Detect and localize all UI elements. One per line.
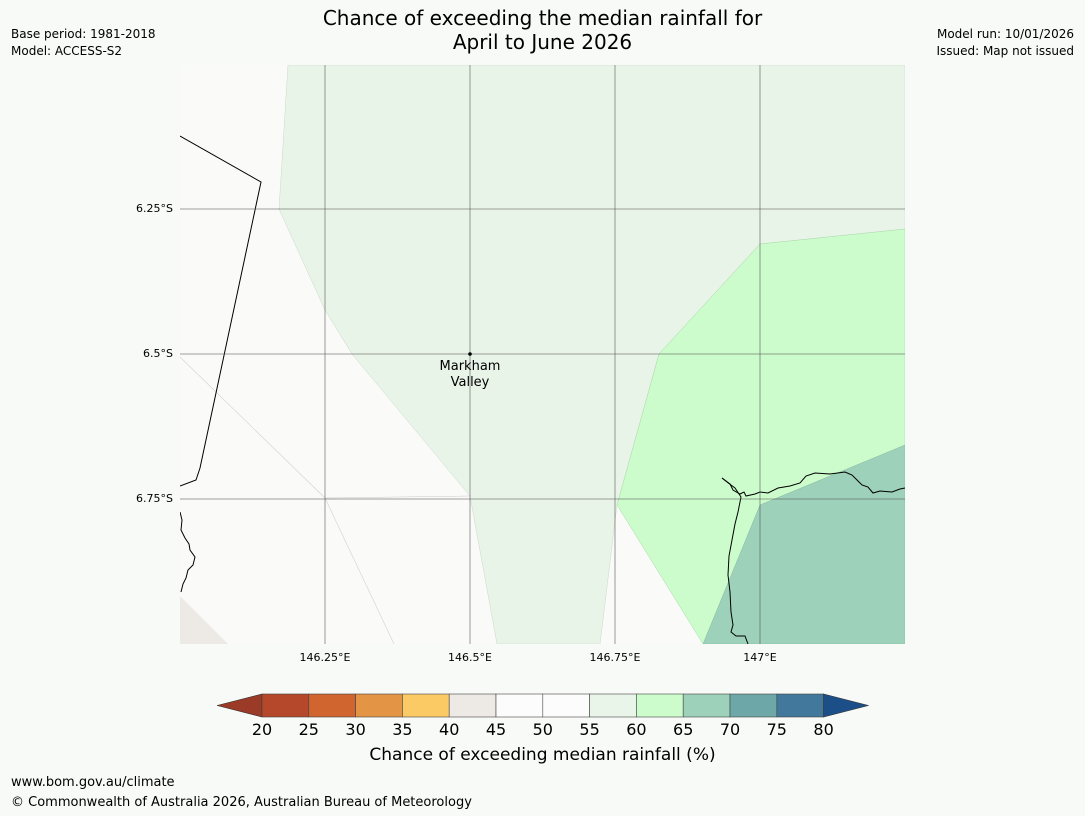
colorbar-segment-35-40 bbox=[402, 693, 450, 718]
colorbar-tick-80: 80 bbox=[813, 720, 834, 739]
footer-url[interactable]: www.bom.gov.au/climate bbox=[11, 775, 175, 790]
place-label-line-2: Valley bbox=[450, 375, 490, 390]
colorbar-label: Chance of exceeding median rainfall (%) bbox=[369, 745, 716, 765]
place-label-markham-valley: Markham Valley bbox=[440, 359, 501, 391]
meta-right: Model run: 10/01/2026 Issued: Map not is… bbox=[936, 26, 1074, 60]
colorbar-tick-75: 75 bbox=[766, 720, 787, 739]
footer-copyright: © Commonwealth of Australia 2026, Austra… bbox=[11, 795, 472, 810]
colorbar-segment-60-65 bbox=[636, 693, 684, 718]
colorbar-segment-50-55 bbox=[542, 693, 590, 718]
colorbar-tick-30: 30 bbox=[345, 720, 366, 739]
colorbar-segment-55-60 bbox=[589, 693, 637, 718]
colorbar-extend-low bbox=[216, 693, 263, 718]
region-40-45 bbox=[180, 596, 228, 644]
lon-label-146-5: 146.5°E bbox=[448, 651, 492, 664]
colorbar-extend-high bbox=[823, 693, 869, 718]
base-period: Base period: 1981-2018 bbox=[11, 27, 156, 41]
issued-status: Issued: Map not issued bbox=[936, 44, 1074, 58]
colorbar-segment-20-25 bbox=[261, 693, 310, 718]
title-line-1: Chance of exceeding the median rainfall … bbox=[322, 6, 763, 30]
border-line bbox=[180, 135, 262, 487]
map-title: Chance of exceeding the median rainfall … bbox=[0, 6, 1085, 54]
colorbar-tick-65: 65 bbox=[673, 720, 694, 739]
coastline-west bbox=[180, 511, 196, 593]
title-line-2: April to June 2026 bbox=[452, 30, 633, 54]
colorbar-tick-35: 35 bbox=[392, 720, 413, 739]
lon-label-146-25: 146.25°E bbox=[299, 651, 351, 664]
colorbar-tick-40: 40 bbox=[439, 720, 460, 739]
colorbar-tick-60: 60 bbox=[626, 720, 647, 739]
place-marker bbox=[468, 352, 472, 356]
meta-left: Base period: 1981-2018 Model: ACCESS-S2 bbox=[11, 26, 156, 60]
lat-label-6-5: 6.5°S bbox=[143, 347, 173, 360]
colorbar-segment-75-80 bbox=[776, 693, 824, 718]
colorbar-segment-65-70 bbox=[682, 693, 731, 718]
model-run: Model run: 10/01/2026 bbox=[936, 27, 1074, 41]
colorbar-segment-25-30 bbox=[308, 693, 356, 718]
colorbar-segment-70-75 bbox=[729, 693, 778, 718]
contour-line bbox=[324, 495, 471, 499]
colorbar-tick-45: 45 bbox=[485, 720, 507, 739]
colorbar-segment-40-45 bbox=[448, 693, 497, 718]
colorbar-segment-30-35 bbox=[355, 693, 403, 718]
graticule bbox=[180, 65, 905, 644]
colorbar-tick-50: 50 bbox=[532, 720, 553, 739]
colorbar-tick-70: 70 bbox=[719, 720, 741, 739]
place-label-line-1: Markham bbox=[439, 359, 501, 374]
colorbar-tick-20: 20 bbox=[251, 720, 273, 739]
coastline-east-south bbox=[721, 477, 749, 644]
colorbar-tick-25: 25 bbox=[298, 720, 319, 739]
lat-label-6-25: 6.25°S bbox=[136, 202, 173, 215]
region-65-70 bbox=[702, 444, 905, 644]
colorbar-segment-45-50 bbox=[495, 693, 544, 718]
lon-label-146-75: 146.75°E bbox=[589, 651, 641, 664]
colorbar bbox=[216, 693, 869, 718]
coastline-east bbox=[721, 471, 905, 497]
lat-label-6-75: 6.75°S bbox=[136, 492, 173, 505]
lon-label-147: 147°E bbox=[743, 651, 777, 664]
colorbar-tick-55: 55 bbox=[579, 720, 600, 739]
model-name: Model: ACCESS-S2 bbox=[11, 44, 123, 58]
